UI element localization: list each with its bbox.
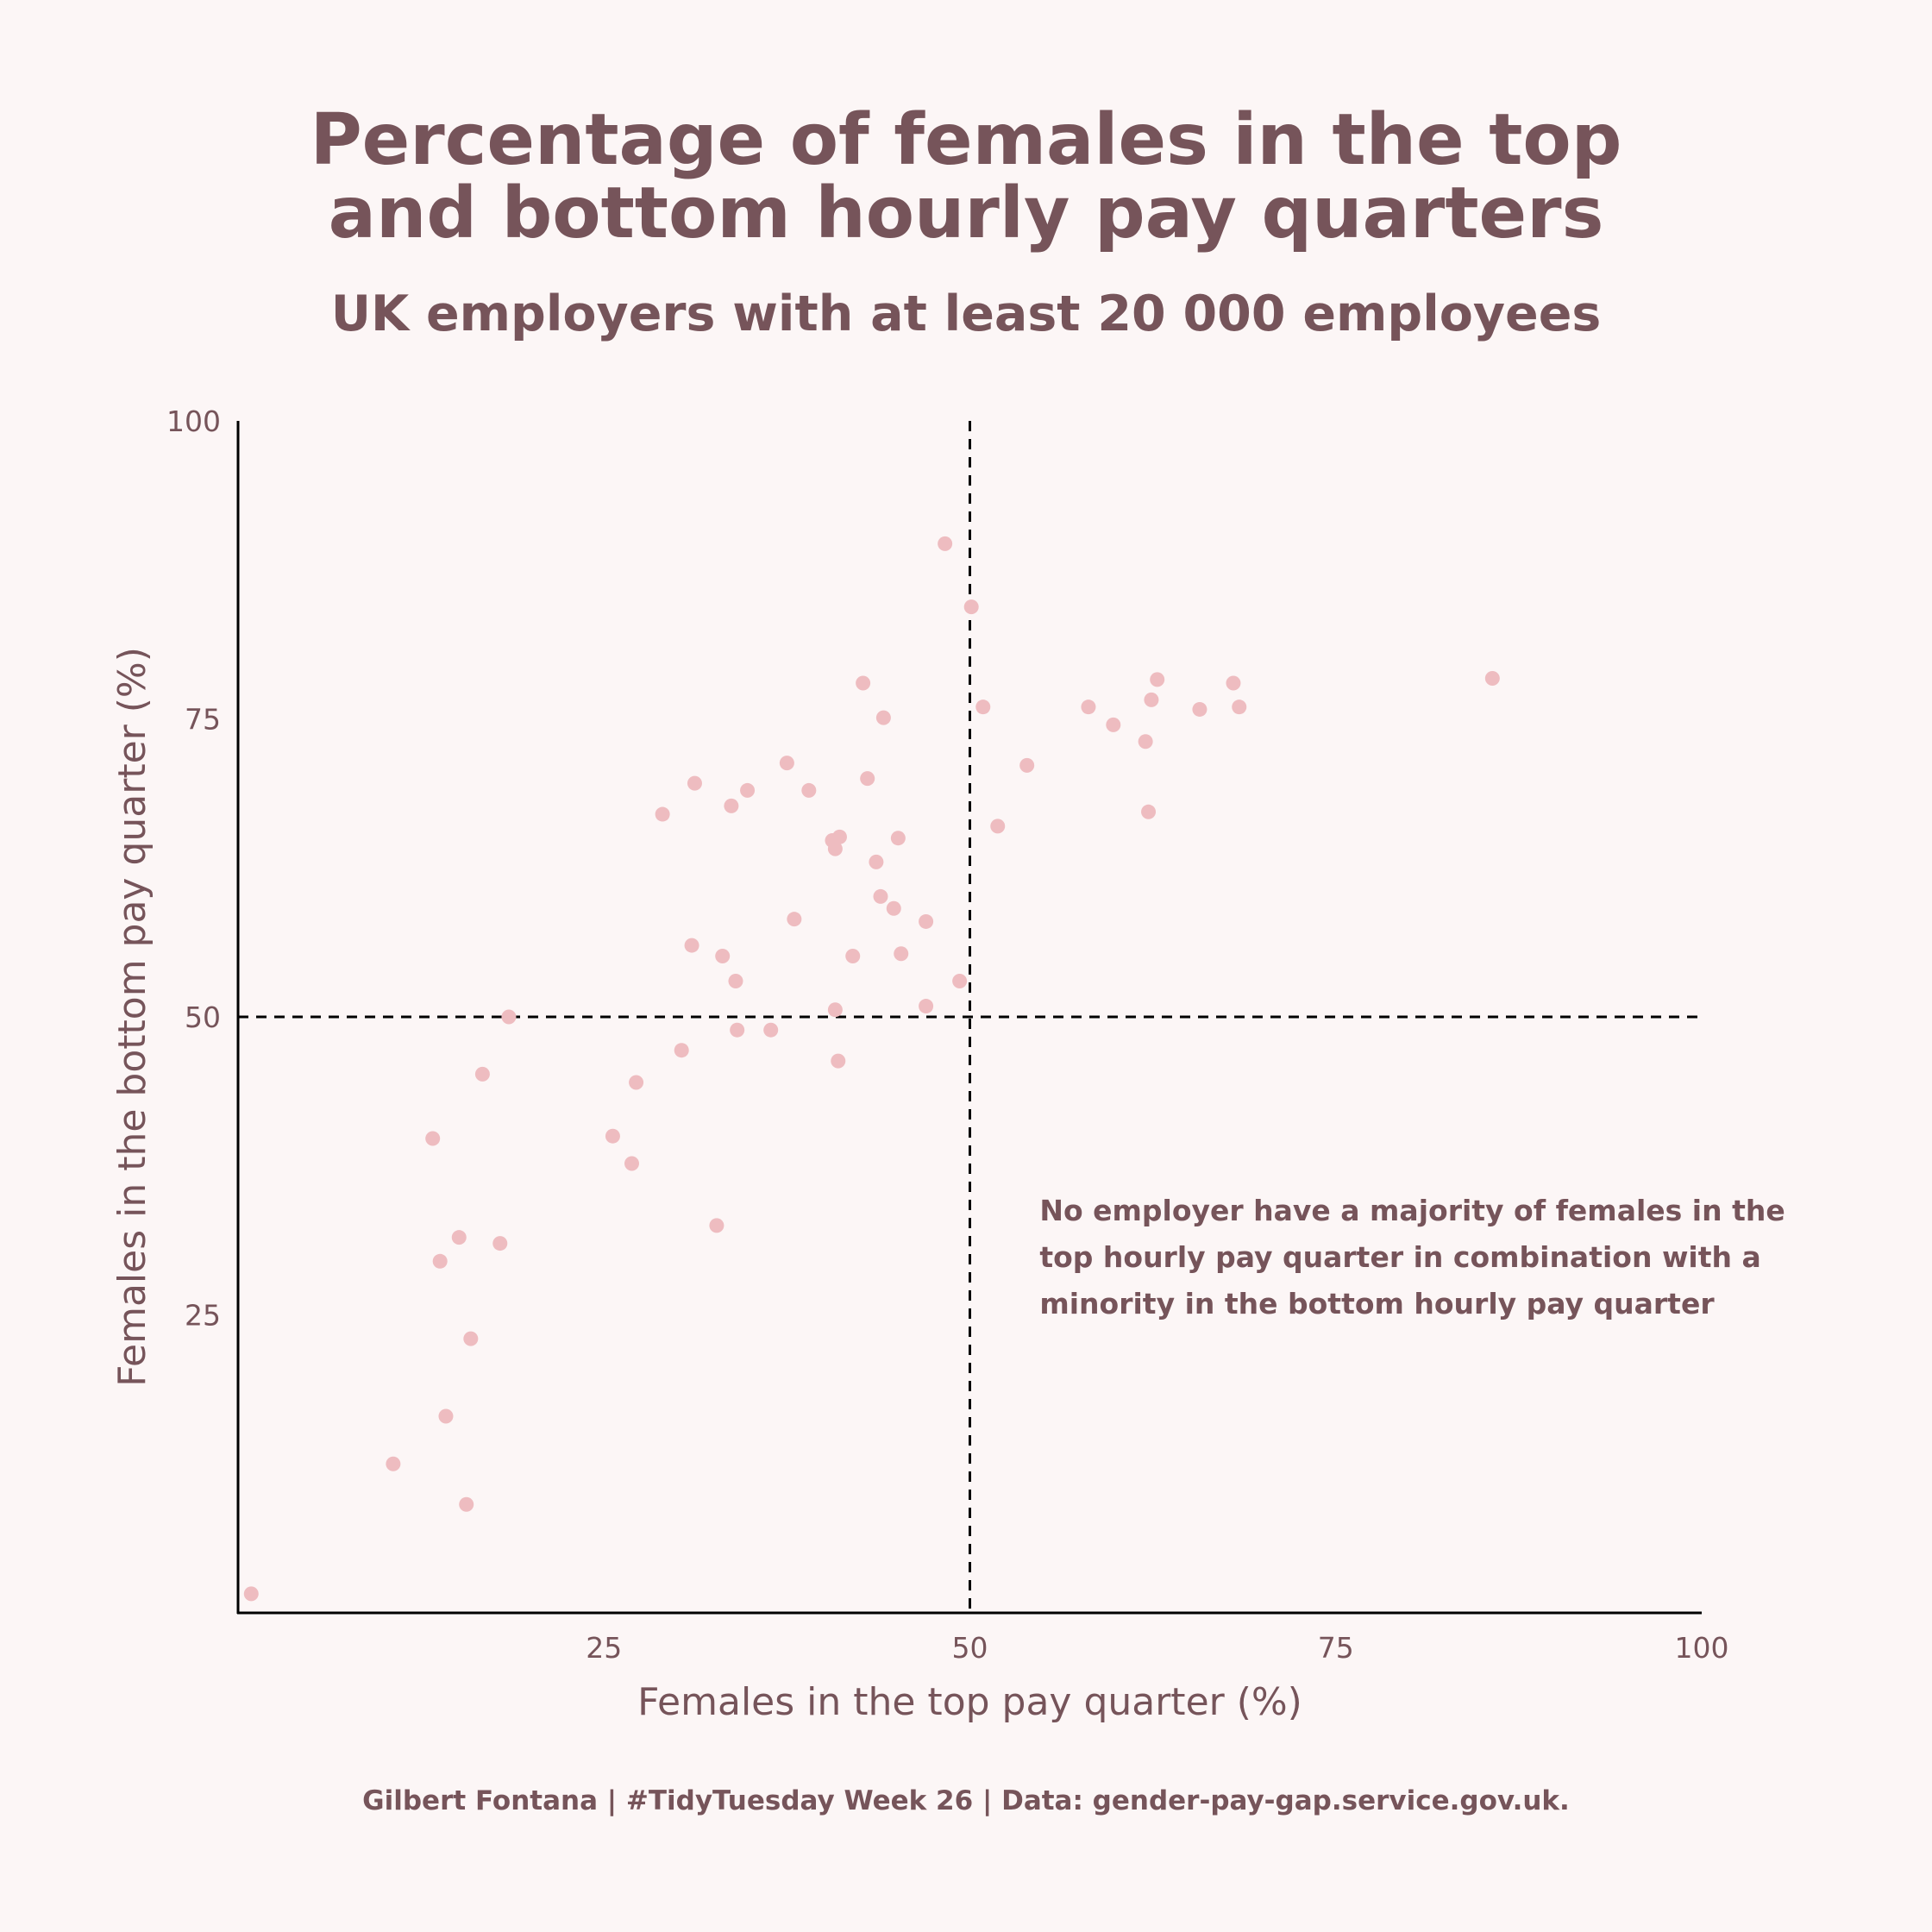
data-points xyxy=(243,536,1500,1602)
data-point xyxy=(474,1066,490,1082)
data-point xyxy=(740,782,756,798)
data-point xyxy=(674,1043,689,1058)
chart-caption: Gilbert Fontana | #TidyTuesday Week 26 |… xyxy=(362,1785,1570,1816)
data-point xyxy=(1232,699,1247,715)
data-point xyxy=(827,841,843,856)
data-point xyxy=(919,913,934,929)
data-point xyxy=(1226,675,1241,691)
data-point xyxy=(787,912,802,927)
data-point xyxy=(728,974,743,989)
data-point xyxy=(801,782,817,798)
data-point xyxy=(451,1230,467,1245)
data-point xyxy=(1192,701,1208,717)
data-point xyxy=(856,675,871,691)
data-point xyxy=(860,771,875,787)
data-point xyxy=(432,1253,448,1269)
chart-subtitle: UK employers with at least 20 000 employ… xyxy=(330,285,1602,342)
annotation-text: No employer have a majority of females i… xyxy=(1039,1194,1785,1320)
data-point xyxy=(845,949,861,964)
x-axis-title: Females in the top pay quarter (%) xyxy=(637,1680,1302,1724)
data-point xyxy=(975,699,991,715)
data-point xyxy=(730,1022,745,1038)
data-point xyxy=(875,710,891,725)
data-point xyxy=(655,806,670,822)
data-point xyxy=(624,1156,639,1171)
annotation-line: top hourly pay quarter in combination wi… xyxy=(1039,1240,1760,1274)
data-point xyxy=(629,1075,644,1090)
axes xyxy=(236,421,1702,1615)
data-point xyxy=(886,900,901,916)
data-point xyxy=(831,829,847,844)
data-point xyxy=(763,1022,779,1038)
data-point xyxy=(243,1586,259,1602)
data-point xyxy=(687,775,702,791)
x-tick-label: 100 xyxy=(1675,1631,1729,1665)
data-point xyxy=(709,1218,724,1233)
x-tick-label: 25 xyxy=(586,1631,622,1665)
data-point xyxy=(938,536,953,551)
data-point xyxy=(827,1002,843,1018)
data-point xyxy=(724,798,739,813)
reference-lines xyxy=(238,421,1702,1613)
data-point xyxy=(919,999,934,1014)
data-point xyxy=(779,756,794,771)
y-axis-title: Females in the bottom pay quarter (%) xyxy=(110,647,154,1387)
chart-title-line-2: and bottom hourly pay quarters xyxy=(328,172,1604,254)
data-point xyxy=(684,938,699,953)
data-point xyxy=(831,1053,846,1069)
x-tick-label: 75 xyxy=(1318,1631,1354,1665)
data-point xyxy=(1138,734,1153,750)
data-point xyxy=(890,831,906,846)
data-point xyxy=(963,599,979,615)
data-point xyxy=(715,949,731,964)
data-point xyxy=(459,1496,474,1512)
y-tick-label: 25 xyxy=(185,1299,221,1333)
data-point xyxy=(873,888,888,904)
data-point xyxy=(1144,692,1159,707)
data-point xyxy=(605,1128,620,1144)
data-point xyxy=(869,854,884,869)
data-point xyxy=(492,1236,508,1251)
annotation-line: No employer have a majority of females i… xyxy=(1039,1194,1785,1227)
data-point xyxy=(1484,671,1500,687)
data-point xyxy=(1150,672,1165,687)
data-point xyxy=(952,974,968,989)
tick-labels: 25 50 75 100 25 50 75 100 xyxy=(166,405,1729,1665)
chart-title-line-1: Percentage of females in the top xyxy=(310,99,1622,181)
data-point xyxy=(894,946,909,962)
data-point xyxy=(425,1131,441,1146)
data-point xyxy=(990,819,1006,834)
data-point xyxy=(1019,757,1035,773)
data-point xyxy=(1081,699,1096,715)
annotation-line: minority in the bottom hourly pay quarte… xyxy=(1039,1287,1715,1320)
data-point xyxy=(386,1456,401,1471)
y-tick-label: 100 xyxy=(166,405,221,438)
y-tick-label: 75 xyxy=(185,703,221,737)
data-point xyxy=(438,1408,454,1424)
data-point xyxy=(501,1009,517,1025)
x-tick-label: 50 xyxy=(952,1631,988,1665)
y-tick-label: 50 xyxy=(185,1000,221,1034)
data-point xyxy=(463,1331,479,1346)
data-point xyxy=(1106,717,1121,732)
data-point xyxy=(1141,804,1157,819)
